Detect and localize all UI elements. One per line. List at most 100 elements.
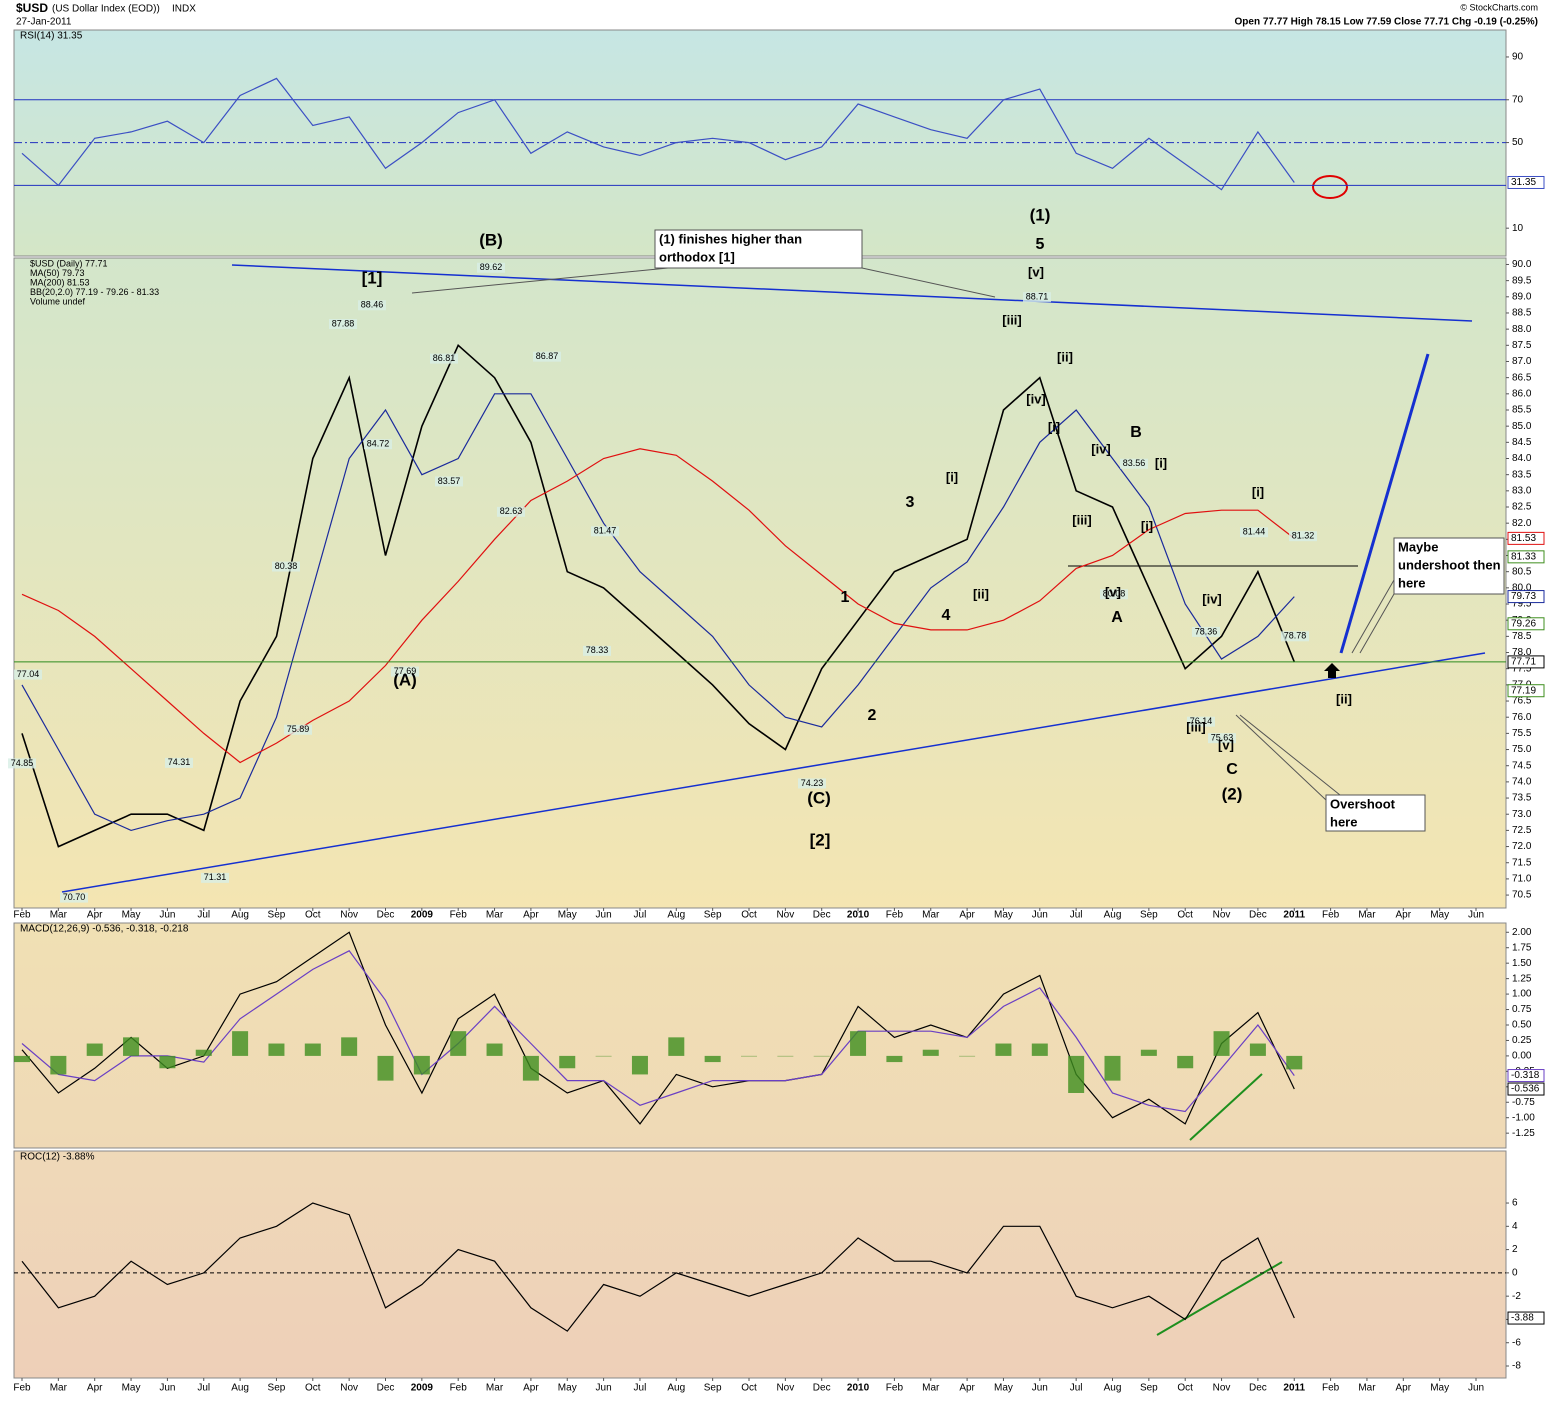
wave-label: [ii]: [1057, 349, 1073, 364]
peak-label: 77.69: [394, 666, 417, 676]
wave-label: [iii]: [1072, 512, 1092, 527]
trend-line: [61, 652, 1486, 893]
y-tick-label: 70: [1512, 94, 1524, 105]
macd-panel: [13, 922, 1507, 1149]
peak-label-bg: [435, 476, 463, 487]
y-tick-label: 6: [1512, 1198, 1518, 1209]
x-tick-label: Apr: [1396, 1383, 1412, 1394]
x-tick-label: Jul: [634, 1383, 647, 1394]
x-tick-label: Mar: [486, 910, 504, 921]
x-tick-label: May: [558, 910, 577, 921]
trend-line: [231, 264, 1473, 322]
y-tick-label: 2: [1512, 1244, 1518, 1255]
peak-label-bg: [60, 892, 88, 903]
series-line: [21, 950, 1295, 1113]
value-tag: [1507, 590, 1545, 604]
x-tick-label: May: [1430, 1383, 1449, 1394]
x-tick-label: Dec: [377, 1383, 395, 1394]
x-tick-label: Mar: [486, 1383, 504, 1394]
peak-label: 74.31: [168, 757, 191, 767]
y-tick-label: 89.0: [1512, 291, 1532, 302]
x-tick-label: Jun: [159, 1383, 175, 1394]
peak-label: 81.32: [1292, 531, 1315, 541]
x-tick-label: Jun: [1468, 1383, 1484, 1394]
wave-label: 4: [942, 607, 951, 624]
histogram-bar: [595, 1055, 612, 1057]
histogram-bar: [1104, 1055, 1121, 1081]
exchange: INDX: [172, 4, 196, 15]
x-tick-label: Oct: [1177, 1383, 1193, 1394]
value-tag: [1507, 531, 1545, 545]
y-tick-label: -1.00: [1512, 1112, 1535, 1123]
x-tick-label: Dec: [1249, 1383, 1267, 1394]
y-tick-label: 82.0: [1512, 518, 1532, 529]
x-tick-label: Apr: [959, 910, 975, 921]
histogram-bar: [741, 1055, 757, 1057]
peak-label: 78.36: [1195, 626, 1218, 636]
peak-label-bg: [8, 758, 36, 769]
y-tick-label: 0.00: [1512, 1051, 1532, 1062]
peak-label: 88.71: [1026, 292, 1049, 302]
x-tick-label: Feb: [450, 910, 468, 921]
wave-label: [i]: [1252, 484, 1264, 499]
x-tick-label: May: [994, 910, 1013, 921]
value-tag-label: 79.73: [1511, 591, 1536, 602]
peak-label-bg: [1240, 527, 1268, 538]
y-tick-label: 73.5: [1512, 793, 1532, 804]
peak-label: 75.89: [287, 724, 310, 734]
x-tick-label: Jul: [1070, 910, 1083, 921]
y-tick-label: 72.0: [1512, 841, 1532, 852]
value-tag-label: 81.53: [1511, 533, 1536, 544]
x-tick-label: May: [994, 1383, 1013, 1394]
x-tick-label: Sep: [1140, 910, 1158, 921]
x-tick-label: Aug: [1104, 910, 1122, 921]
histogram-bar: [304, 1043, 321, 1056]
y-tick-label: 70.5: [1512, 890, 1532, 901]
peak-label: 74.23: [801, 778, 824, 788]
y-tick-label: -8: [1512, 1361, 1521, 1372]
x-tick-label: 2009: [411, 1383, 434, 1394]
x-tick-label: Oct: [305, 1383, 321, 1394]
x-tick-label: Aug: [1104, 1383, 1122, 1394]
x-tick-label: Nov: [776, 1383, 794, 1394]
x-tick-label: Nov: [340, 910, 358, 921]
projection-arrow: [1339, 353, 1430, 654]
series-line: [21, 343, 1296, 848]
peak-label: 88.46: [361, 300, 384, 310]
y-tick-label: 87.5: [1512, 340, 1532, 351]
callout-text: here: [1330, 814, 1357, 829]
histogram-bar: [486, 1043, 503, 1056]
y-tick-label: 80.0: [1512, 582, 1532, 593]
price-panel: [13, 257, 1507, 909]
x-tick-label: 2011: [1283, 1383, 1305, 1394]
x-tick-label: Mar: [1358, 910, 1376, 921]
y-tick-label: 82.5: [1512, 502, 1532, 513]
histogram-bar: [886, 1055, 903, 1063]
y-tick-label: 76.5: [1512, 696, 1532, 707]
y-tick-label: 72.5: [1512, 825, 1532, 836]
wave-label: A: [1111, 609, 1123, 626]
peak-label-bg: [272, 561, 300, 572]
rsi-circle: [1312, 175, 1348, 199]
x-tick-label: Apr: [1396, 910, 1412, 921]
x-tick-label: Jul: [197, 1383, 210, 1394]
peak-label: 78.78: [1284, 631, 1307, 641]
histogram-bar: [341, 1037, 358, 1056]
wave-label: [i]: [1155, 455, 1167, 470]
x-tick-label: Sep: [704, 1383, 722, 1394]
histogram-bar: [123, 1037, 140, 1056]
wave-label: C: [1226, 761, 1238, 778]
y-tick-label: 86.0: [1512, 388, 1532, 399]
date: 27-Jan-2011: [16, 17, 72, 28]
value-tag: [1507, 617, 1545, 631]
histogram-bar: [1177, 1055, 1194, 1069]
histogram-bar: [1031, 1043, 1048, 1056]
peak-label-bg: [201, 872, 229, 883]
panel-title: ROC(12) -3.88%: [20, 1152, 95, 1163]
y-tick-label: 85.5: [1512, 405, 1532, 416]
x-tick-label: Sep: [1140, 1383, 1158, 1394]
x-tick-label: Mar: [50, 910, 68, 921]
wave-label: 5: [1036, 236, 1045, 253]
peak-label: 74.85: [11, 758, 34, 768]
credit: © StockCharts.com: [1460, 2, 1538, 12]
